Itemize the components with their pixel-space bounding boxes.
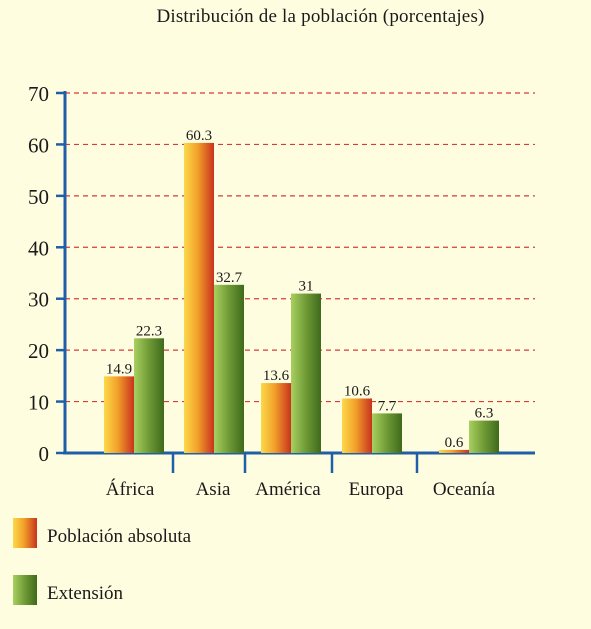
x-category-label: África (106, 478, 155, 500)
bar-extension (469, 420, 499, 453)
data-label: 0.6 (445, 435, 464, 451)
y-tick-label: 40 (28, 236, 49, 260)
x-category-label: Asia (196, 479, 231, 500)
legend-label: Población absoluta (47, 526, 192, 547)
data-label: 6.3 (475, 406, 494, 422)
y-tick-label: 60 (28, 133, 49, 157)
y-tick-label: 70 (28, 82, 49, 106)
chart-title: Distribución de la población (porcentaje… (156, 6, 485, 27)
x-category-label: América (255, 479, 321, 500)
data-label: 10.6 (344, 383, 371, 399)
legend-swatch (13, 575, 37, 605)
data-label: 7.7 (378, 398, 397, 414)
y-tick-label: 10 (28, 391, 49, 415)
y-tick-label: 0 (39, 442, 50, 466)
data-label: 32.7 (216, 270, 243, 286)
labels: 0 10 20 30 40 50 60 70 14.9 22.3 África 60.3 32.7 Asi… (28, 82, 496, 500)
y-tick-label: 50 (28, 185, 49, 209)
data-label: 14.9 (106, 361, 132, 377)
legend-label: Extensión (47, 583, 123, 604)
data-label: 22.3 (136, 323, 162, 339)
data-label: 31 (299, 279, 314, 295)
bar-extension (214, 284, 244, 453)
bars (104, 142, 499, 453)
bar-poblacion-absoluta (439, 449, 469, 453)
legend-swatch (13, 518, 37, 548)
legend: Población absoluta Extensión (13, 518, 192, 605)
bar-poblacion-absoluta (261, 383, 291, 453)
bar-extension (291, 293, 321, 453)
x-category-label: Oceanía (433, 479, 496, 500)
bar-extension (372, 413, 402, 453)
y-tick-label: 20 (28, 339, 49, 363)
x-category-label: Europa (349, 479, 404, 500)
bar-poblacion-absoluta (104, 376, 134, 453)
bar-poblacion-absoluta (184, 142, 214, 453)
data-label: 13.6 (263, 368, 290, 384)
bar-extension (134, 338, 164, 453)
y-tick-label: 30 (28, 288, 49, 312)
data-label: 60.3 (186, 128, 212, 144)
bar-poblacion-absoluta (342, 398, 372, 453)
